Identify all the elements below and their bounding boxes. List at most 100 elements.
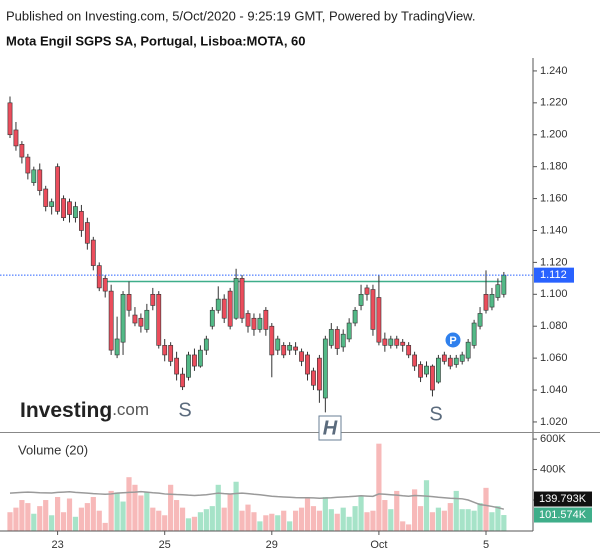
candle-body [180, 373, 185, 388]
candle-body [382, 338, 388, 346]
volume-bar [96, 510, 102, 531]
candle-body [311, 370, 316, 386]
volume-bar [144, 492, 150, 531]
candle-body [186, 354, 191, 378]
candle-body [430, 365, 435, 391]
volume-bar [346, 516, 352, 531]
candle-body [441, 354, 447, 362]
volume-bar [441, 510, 447, 531]
candle-body [25, 156, 31, 174]
candle-body [233, 278, 239, 319]
volume-bar [447, 503, 453, 531]
volume-bar [394, 490, 400, 531]
candle-body [293, 346, 298, 351]
volume-label: 101.574K [539, 509, 587, 521]
volume-bar [251, 512, 257, 531]
volume-bar [233, 481, 239, 531]
volume-bar [132, 484, 138, 531]
volume-bar [78, 507, 84, 531]
candle-body [483, 294, 489, 311]
volume-bar [382, 500, 388, 531]
logo: Investing.com [20, 399, 149, 422]
candle-body [299, 351, 304, 362]
candle-body [120, 294, 126, 343]
volume-bar [310, 506, 317, 531]
candle-body [281, 345, 287, 356]
volume-bar [483, 487, 489, 531]
volume-bar [400, 521, 406, 531]
candle-body [501, 274, 507, 295]
candle-body [221, 298, 227, 319]
volume-bar [84, 503, 90, 531]
candle-body [406, 345, 412, 356]
volume-bar [281, 510, 287, 531]
volume-bar [304, 496, 311, 531]
y-tick-label: 1.180 [540, 161, 568, 173]
volume-bar [102, 522, 108, 531]
y-tick-label: 1.240 [540, 65, 568, 77]
volume-label-box [534, 507, 592, 523]
candle-body [465, 341, 471, 359]
volume-bar [459, 509, 465, 531]
chart-title: Mota Engil SGPS SA, Portugal, Lisboa:MOT… [6, 33, 306, 48]
candle-body [495, 284, 501, 298]
volume-bar [25, 503, 31, 531]
volume-bar [60, 512, 67, 531]
logo-suffix: .com [112, 400, 149, 419]
candle-body [269, 325, 275, 356]
volume-bar [197, 512, 203, 531]
candle-body [400, 341, 406, 346]
ma-label-box [534, 491, 592, 507]
y-tick-label: 1.040 [540, 384, 568, 396]
x-tick-label: Oct [370, 539, 387, 551]
candle-body [334, 329, 340, 349]
candle-body [132, 314, 138, 324]
x-tick-label: 29 [266, 539, 278, 551]
volume-bar [221, 507, 227, 531]
candle-body [49, 201, 55, 207]
volume-bar [126, 477, 132, 531]
volume-bar [49, 515, 55, 531]
y-tick-label: 1.140 [540, 224, 568, 236]
annotation: S [429, 403, 442, 425]
candle-body [144, 309, 150, 330]
volume-bar [495, 506, 501, 531]
candle-body [376, 297, 382, 343]
x-tick-label: 25 [159, 539, 171, 551]
candle-body [418, 364, 423, 378]
candle-body [287, 345, 293, 351]
volume-bar [138, 495, 144, 531]
candle-body [459, 354, 465, 362]
annotation: H [323, 417, 338, 439]
volume-bar [120, 501, 126, 531]
volume-bar [429, 512, 436, 531]
y-tick-label: 600K [540, 433, 566, 445]
volume-bar [209, 506, 215, 531]
candle-body [263, 309, 269, 330]
candle-body [73, 206, 78, 219]
volume-bar [287, 521, 293, 531]
candle-body [156, 294, 162, 346]
volume-bar [191, 516, 198, 531]
candle-body [489, 294, 495, 308]
candle-body [275, 338, 281, 351]
published-note: Published on Investing.com, 5/Oct/2020 -… [6, 8, 475, 23]
y-tick-label: 1.080 [540, 320, 568, 332]
volume-bar [257, 521, 263, 531]
y-tick-label: 1.060 [540, 352, 568, 364]
volume-bar [364, 512, 370, 531]
candle-body [370, 289, 376, 330]
candle-body [394, 338, 400, 346]
pattern-box [318, 415, 342, 441]
volume-bar [417, 506, 424, 531]
candle-body [352, 309, 358, 324]
ma-label: 139.793K [539, 493, 587, 505]
candle-body [305, 354, 310, 375]
volume-bar [406, 524, 412, 531]
volume-bar [293, 510, 299, 531]
volume-bar [423, 480, 430, 531]
candle-body [84, 222, 90, 244]
candle-body [7, 102, 13, 136]
volume-bar [108, 490, 114, 531]
candle-body [215, 298, 221, 311]
